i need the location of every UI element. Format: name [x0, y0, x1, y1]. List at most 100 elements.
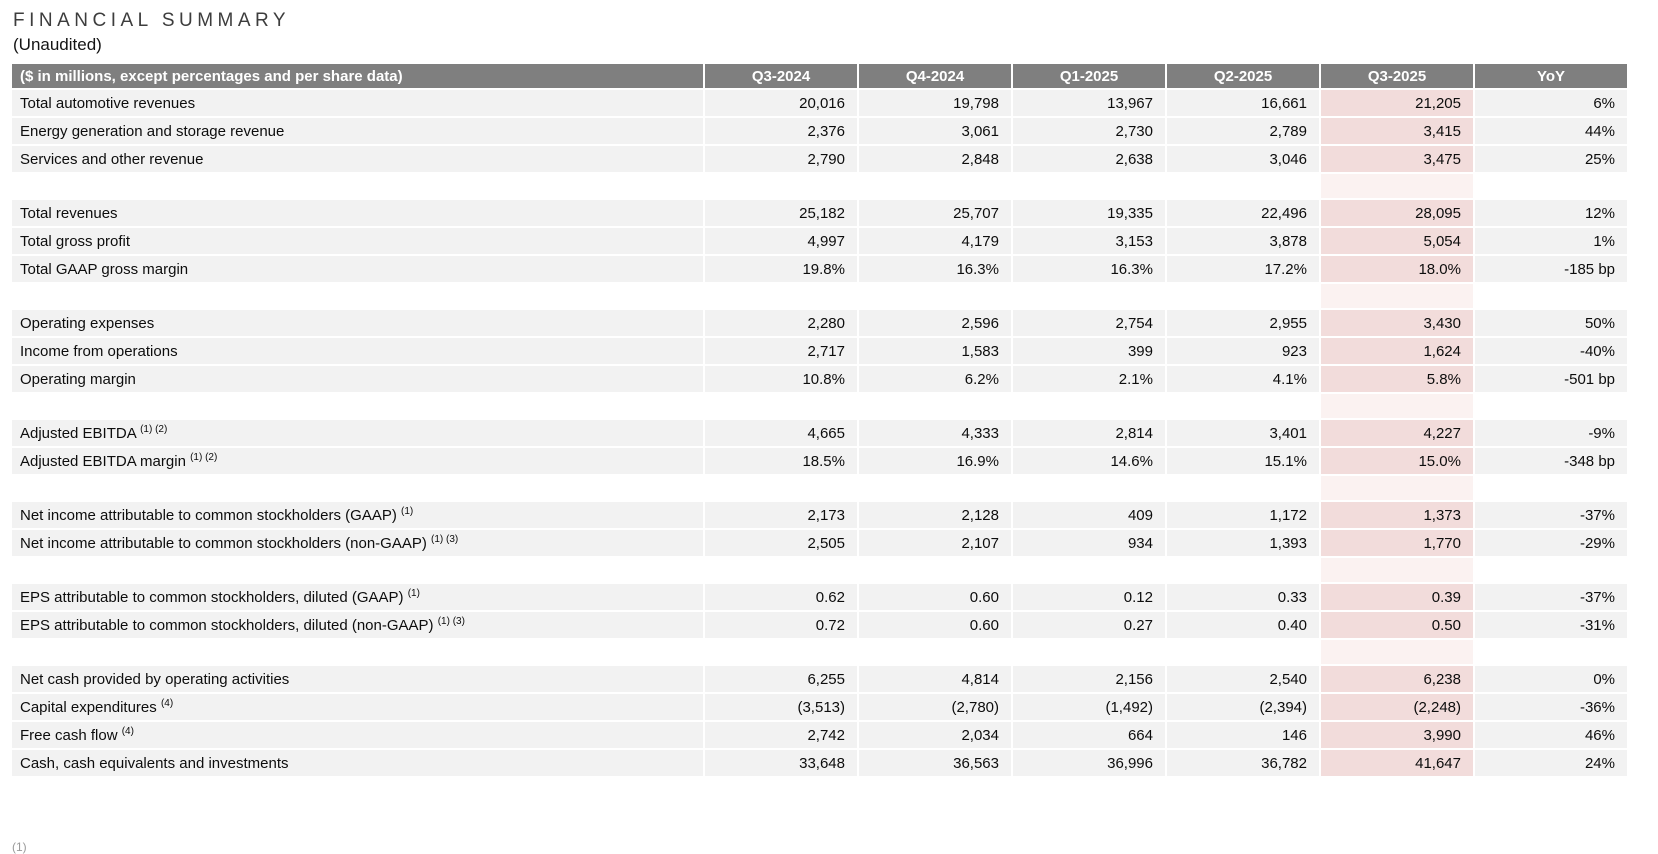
- value-cell: (3,513): [705, 694, 857, 720]
- spacer-cell: [1321, 476, 1473, 500]
- row-label: Free cash flow (4): [12, 722, 703, 748]
- value-cell: -37%: [1475, 502, 1627, 528]
- value-cell: -9%: [1475, 420, 1627, 446]
- value-cell: -29%: [1475, 530, 1627, 556]
- spacer-cell: [705, 284, 857, 308]
- value-cell: 19,335: [1013, 200, 1165, 226]
- value-cell: (2,394): [1167, 694, 1319, 720]
- value-cell: 2,596: [859, 310, 1011, 336]
- table-row: Operating margin 10.8% 6.2% 2.1% 4.1% 5.8% -50…: [12, 366, 1627, 392]
- value-cell: 36,782: [1167, 750, 1319, 776]
- table-row: EPS attributable to common stockholders,…: [12, 584, 1627, 610]
- row-label: Cash, cash equivalents and investments: [12, 750, 703, 776]
- value-cell: 934: [1013, 530, 1165, 556]
- table-row: Energy generation and storage revenue 2,3…: [12, 118, 1627, 144]
- value-cell: 25,707: [859, 200, 1011, 226]
- value-cell-highlighted: 4,227: [1321, 420, 1473, 446]
- spacer-cell: [859, 558, 1011, 582]
- value-cell: 46%: [1475, 722, 1627, 748]
- column-header-q3-2025: Q3-2025: [1321, 64, 1473, 88]
- value-cell: 923: [1167, 338, 1319, 364]
- value-cell: 4,997: [705, 228, 857, 254]
- value-cell: 2,742: [705, 722, 857, 748]
- value-cell: 409: [1013, 502, 1165, 528]
- value-cell-highlighted: 3,990: [1321, 722, 1473, 748]
- value-cell: 1%: [1475, 228, 1627, 254]
- table-row: Income from operations 2,717 1,583 399 923 1,…: [12, 338, 1627, 364]
- value-cell: 17.2%: [1167, 256, 1319, 282]
- spacer-cell: [1167, 284, 1319, 308]
- spacer-cell: [1013, 284, 1165, 308]
- row-label: EPS attributable to common stockholders,…: [12, 612, 703, 638]
- row-label: Adjusted EBITDA (1) (2): [12, 420, 703, 446]
- value-cell: 0.60: [859, 612, 1011, 638]
- footnote-reference: (1) (2): [190, 451, 218, 463]
- value-cell-highlighted: 5,054: [1321, 228, 1473, 254]
- table-row: Net income attributable to common stockh…: [12, 502, 1627, 528]
- spacer-cell: [1475, 640, 1627, 664]
- value-cell: 2,128: [859, 502, 1011, 528]
- table-row: Free cash flow (4) 2,742 2,034 664 146 3,990 4…: [12, 722, 1627, 748]
- row-label: Net income attributable to common stockh…: [12, 530, 703, 556]
- value-cell: 22,496: [1167, 200, 1319, 226]
- row-label: Net income attributable to common stockh…: [12, 502, 703, 528]
- spacer-row: [12, 640, 1627, 664]
- value-cell: 20,016: [705, 90, 857, 116]
- value-cell: 36,996: [1013, 750, 1165, 776]
- value-cell: (2,780): [859, 694, 1011, 720]
- value-cell: 664: [1013, 722, 1165, 748]
- spacer-cell: [1013, 476, 1165, 500]
- spacer-row: [12, 284, 1627, 308]
- value-cell: 18.5%: [705, 448, 857, 474]
- footnote-reference: (4): [160, 697, 174, 709]
- row-label: Income from operations: [12, 338, 703, 364]
- spacer-cell: [705, 174, 857, 198]
- table-row: Total automotive revenues 20,016 19,798 13,…: [12, 90, 1627, 116]
- value-cell: 24%: [1475, 750, 1627, 776]
- spacer-cell: [1013, 640, 1165, 664]
- value-cell-highlighted: 1,770: [1321, 530, 1473, 556]
- value-cell: 4,814: [859, 666, 1011, 692]
- value-cell: 2,638: [1013, 146, 1165, 172]
- spacer-row: [12, 558, 1627, 582]
- value-cell: 2,173: [705, 502, 857, 528]
- column-header-q2-2025: Q2-2025: [1167, 64, 1319, 88]
- value-cell: 2,754: [1013, 310, 1165, 336]
- value-cell: 1,393: [1167, 530, 1319, 556]
- row-label: Total GAAP gross margin: [12, 256, 703, 282]
- table-row: Adjusted EBITDA (1) (2) 4,665 4,333 2,814 3,…: [12, 420, 1627, 446]
- footnote-reference: (1): [407, 587, 420, 599]
- page-subtitle: (Unaudited): [13, 35, 102, 54]
- value-cell: 3,046: [1167, 146, 1319, 172]
- spacer-cell: [1167, 558, 1319, 582]
- value-cell-highlighted: (2,248): [1321, 694, 1473, 720]
- row-label: Total automotive revenues: [12, 90, 703, 116]
- table-row: Adjusted EBITDA margin (1) (2) 18.5% 16.9%…: [12, 448, 1627, 474]
- value-cell: 2,107: [859, 530, 1011, 556]
- value-cell: -348 bp: [1475, 448, 1627, 474]
- value-cell: 1,172: [1167, 502, 1319, 528]
- value-cell: 4.1%: [1167, 366, 1319, 392]
- value-cell: 3,878: [1167, 228, 1319, 254]
- value-cell: 0%: [1475, 666, 1627, 692]
- spacer-cell: [1167, 174, 1319, 198]
- value-cell: 36,563: [859, 750, 1011, 776]
- value-cell: 16,661: [1167, 90, 1319, 116]
- value-cell: 2,376: [705, 118, 857, 144]
- header-units-label: ($ in millions, except percentages and p…: [12, 64, 703, 88]
- column-header-q4-2024: Q4-2024: [859, 64, 1011, 88]
- spacer-cell: [12, 284, 703, 308]
- spacer-cell: [12, 476, 703, 500]
- value-cell: -36%: [1475, 694, 1627, 720]
- value-cell: 0.40: [1167, 612, 1319, 638]
- value-cell: 13,967: [1013, 90, 1165, 116]
- footnote-reference: (1): [401, 505, 414, 517]
- spacer-cell: [1167, 476, 1319, 500]
- spacer-cell: [859, 284, 1011, 308]
- value-cell: -501 bp: [1475, 366, 1627, 392]
- value-cell-highlighted: 3,475: [1321, 146, 1473, 172]
- row-label: Operating margin: [12, 366, 703, 392]
- value-cell-highlighted: 28,095: [1321, 200, 1473, 226]
- value-cell: 16.3%: [859, 256, 1011, 282]
- footnote-reference: (1) (3): [437, 615, 465, 627]
